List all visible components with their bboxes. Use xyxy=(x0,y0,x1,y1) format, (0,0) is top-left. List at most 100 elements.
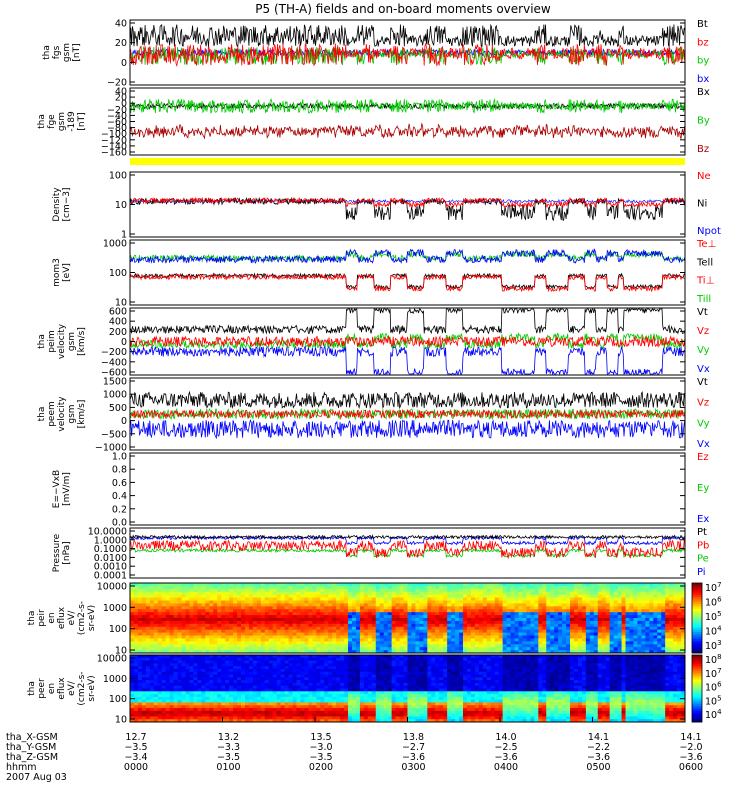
peir-spectrogram-cell xyxy=(673,647,678,651)
peir-spectrogram-cell xyxy=(609,638,615,642)
peir-spectrogram-cell xyxy=(407,615,412,619)
peir-spectrogram-cell xyxy=(300,641,305,645)
peir-spectrogram-cell xyxy=(411,618,416,622)
peer-spectrogram-cell xyxy=(137,713,143,717)
peir-spectrogram-cell xyxy=(455,623,460,628)
peir-spectrogram-cell xyxy=(395,623,400,628)
peer-spectrogram-cell xyxy=(189,713,194,717)
peir-spectrogram-cell xyxy=(248,609,254,613)
peer-spectrogram-cell xyxy=(324,682,329,687)
peir-spectrogram-cell xyxy=(613,588,618,593)
peir-spectrogram-cell xyxy=(229,597,234,601)
peer-spectrogram-cell xyxy=(233,677,238,681)
peir-spectrogram-cell xyxy=(244,597,250,601)
peir-spectrogram-cell xyxy=(209,620,214,625)
peer-spectrogram-cell xyxy=(288,671,293,675)
peer-spectrogram-cell xyxy=(332,680,337,684)
peer-spectrogram-cell xyxy=(379,688,385,692)
peir-spectrogram-cell xyxy=(605,632,611,636)
peer-spectrogram-cell xyxy=(149,663,155,667)
peir-spectrogram-cell xyxy=(399,591,404,596)
peir-spectrogram-cell xyxy=(312,583,317,587)
peir-spectrogram-cell xyxy=(514,600,519,604)
peer-spectrogram-cell xyxy=(296,685,301,689)
peir-spectrogram-cell xyxy=(387,583,393,587)
peir-spectrogram-cell xyxy=(395,626,400,631)
peer-spectrogram-cell xyxy=(344,691,349,695)
peir-spectrogram-cell xyxy=(375,644,381,648)
peir-spectrogram-cell xyxy=(506,606,511,610)
peer-spectrogram-cell xyxy=(324,694,329,698)
peer-spectrogram-cell xyxy=(312,702,317,706)
peir-spectrogram-cell xyxy=(633,638,638,642)
peer-spectrogram-cell xyxy=(248,691,254,695)
peir-spectrogram-cell xyxy=(185,650,190,654)
peer-spectrogram-cell xyxy=(177,655,182,659)
peer-spectrogram-cell xyxy=(332,719,337,723)
peir-spectrogram-cell xyxy=(562,644,567,648)
peir-spectrogram-cell xyxy=(268,623,274,628)
peer-spectrogram-cell xyxy=(387,657,393,661)
peer-spectrogram-cell xyxy=(209,699,214,703)
peir-spectrogram-cell xyxy=(510,638,515,642)
peer-spectrogram-cell xyxy=(241,655,246,659)
peir-spectrogram-cell xyxy=(157,594,163,598)
peir-spectrogram-cell xyxy=(141,585,147,590)
peir-spectrogram-cell xyxy=(609,629,615,633)
peir-spectrogram-cell xyxy=(601,615,607,619)
peir-spectrogram-cell xyxy=(308,600,313,604)
peir-spectrogram-cell xyxy=(296,629,301,633)
peir-spectrogram-cell xyxy=(585,583,591,587)
peir-spectrogram-cell xyxy=(320,644,325,648)
peer-spectrogram-cell xyxy=(359,677,365,681)
peir-spectrogram-cell xyxy=(605,588,611,593)
peer-spectrogram-cell xyxy=(379,710,385,715)
peer-spectrogram-cell xyxy=(268,655,274,659)
peir-spectrogram-cell xyxy=(237,603,242,607)
peir-spectrogram-cell xyxy=(399,588,404,593)
peir-spectrogram-cell xyxy=(423,641,428,645)
peir-spectrogram-cell xyxy=(574,603,579,607)
peer-spectrogram-cell xyxy=(244,668,250,673)
peir-spectrogram-cell xyxy=(593,603,599,607)
peer-spectrogram-cell xyxy=(316,682,321,687)
peir-spectrogram-cell xyxy=(431,638,436,642)
peer-spectrogram-cell xyxy=(383,716,389,720)
peer-spectrogram-cell xyxy=(352,699,357,703)
peer-spectrogram-cell xyxy=(284,702,289,706)
peer-spectrogram-cell xyxy=(209,713,214,717)
peir-spectrogram-cell xyxy=(244,635,250,639)
peir-spectrogram-cell xyxy=(308,623,313,628)
peir-spectrogram-cell xyxy=(534,644,539,648)
peir-spectrogram-cell xyxy=(348,583,353,587)
peer-spectrogram-cell xyxy=(161,663,167,667)
peir-spectrogram-cell xyxy=(502,585,507,590)
peer-spectrogram-cell xyxy=(348,713,353,717)
peir-spectrogram-cell xyxy=(621,650,626,654)
peer-spectrogram-cell xyxy=(284,705,289,709)
peer-spectrogram-cell xyxy=(387,668,393,673)
peir-spectrogram-cell xyxy=(570,620,575,625)
peir-spectrogram-cell xyxy=(474,620,480,625)
peer-spectrogram-cell xyxy=(145,691,151,695)
peir-spectrogram-cell xyxy=(522,620,527,625)
peer-spectrogram-cell xyxy=(320,657,325,661)
peir-spectrogram-cell xyxy=(677,620,682,625)
peir-spectrogram-cell xyxy=(677,623,682,628)
peer-spectrogram-cell xyxy=(225,691,230,695)
peir-spectrogram-cell xyxy=(641,620,646,625)
peer-spectrogram-cell xyxy=(252,713,258,717)
peir-spectrogram-cell xyxy=(494,585,500,590)
peir-spectrogram-cell xyxy=(348,647,353,651)
peir-spectrogram-cell xyxy=(459,629,464,633)
peir-spectrogram-cell xyxy=(439,629,444,633)
peir-spectrogram-cell xyxy=(280,638,285,642)
peir-spectrogram-cell xyxy=(589,588,595,593)
peer-spectrogram-cell xyxy=(328,685,333,689)
peir-spectrogram-cell xyxy=(280,618,285,622)
peir-spectrogram-cell xyxy=(355,597,361,601)
peer-spectrogram-cell xyxy=(300,655,305,659)
peer-spectrogram-cell xyxy=(165,708,171,712)
peir-spectrogram-cell xyxy=(363,609,369,613)
peir-spectrogram-cell xyxy=(244,629,250,633)
